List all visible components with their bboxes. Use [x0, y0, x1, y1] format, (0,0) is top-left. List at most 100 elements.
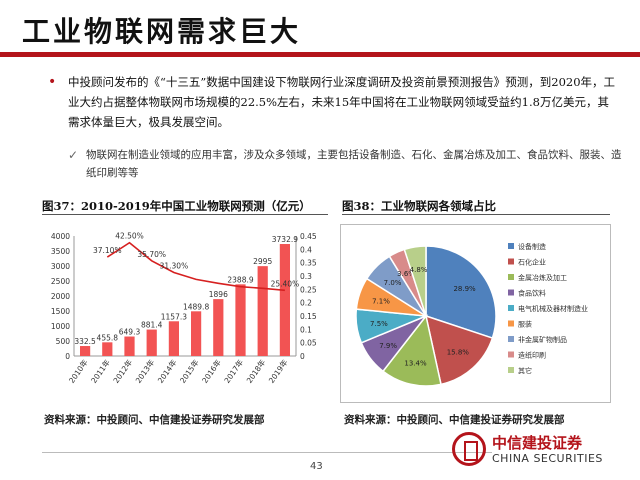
bar-value-label: 1157.3 — [161, 312, 187, 321]
legend-label: 设备制造 — [518, 242, 546, 251]
bar-value-label: 881.4 — [141, 321, 163, 330]
x-tick-label: 2011年 — [88, 357, 112, 385]
legend-label: 石化企业 — [518, 258, 546, 267]
legend-label: 食品饮料 — [518, 289, 546, 298]
y2-tick-label: 0.25 — [300, 285, 317, 294]
y-tick-label: 1000 — [51, 322, 70, 331]
legend-swatch — [508, 336, 514, 342]
bar — [102, 342, 113, 356]
bar — [124, 336, 135, 356]
bar — [213, 299, 224, 356]
bar — [146, 329, 157, 356]
x-tick-label: 2019年 — [266, 357, 290, 385]
footer-divider — [42, 452, 492, 453]
growth-rate-label: 42.50% — [115, 232, 144, 241]
legend-swatch — [508, 305, 514, 311]
y-tick-label: 1500 — [51, 307, 70, 316]
sub-paragraph: 物联网在制造业领域的应用丰富，涉及众多领域，主要包括设备制造、石化、金属冶炼及加… — [86, 149, 622, 179]
pie-slice-label: 4.8% — [410, 266, 428, 274]
legend-swatch — [508, 320, 514, 327]
bar — [190, 311, 202, 356]
legend-swatch — [508, 258, 514, 265]
chart2-title-underline — [342, 214, 610, 215]
bar — [257, 266, 268, 356]
growth-rate-label: 37.10% — [93, 246, 122, 255]
page-number: 43 — [310, 461, 323, 472]
bar-value-label: 332.5 — [74, 337, 96, 346]
pie-slice-label: 28.9% — [453, 285, 476, 293]
bar — [279, 244, 291, 356]
pie-slice-label: 7.5% — [370, 320, 388, 328]
growth-rate-label: 31.30% — [160, 262, 189, 271]
pie-slice-label: 13.4% — [404, 359, 427, 367]
bar — [79, 346, 91, 356]
chart1-title-underline — [42, 214, 328, 215]
legend-swatch — [508, 367, 514, 373]
y-tick-label: 500 — [56, 337, 71, 346]
legend-swatch — [508, 243, 514, 249]
sector-share-pie-chart: 28.9% 15.8% 13.4% 7.9% 7.5% 7.1% 7.0%3.6%4.8% 设… — [340, 224, 611, 403]
y2-tick-label: 0.05 — [300, 339, 317, 348]
legend-swatch — [508, 351, 514, 358]
bar-value-label: 455.8 — [97, 333, 119, 342]
pie-slice-label: 7.9% — [379, 342, 397, 350]
growth-rate-line — [106, 241, 285, 292]
y2-tick-label: 0.45 — [300, 232, 317, 241]
pie-slice-label: 7.1% — [372, 298, 390, 306]
y2-tick-label: 0.4 — [300, 245, 312, 254]
pie-slice — [425, 245, 497, 340]
chart2-source: 资料来源：中投顾问、中信建投证券研究发展部 — [344, 414, 565, 426]
pie-slice-label: 3.6% — [397, 270, 415, 278]
growth-rate-label: 25.40% — [271, 279, 300, 288]
pie-slice-label: 7.0% — [384, 279, 402, 287]
legend-label: 非金属矿物制品 — [518, 335, 567, 344]
x-tick-label: 2017年 — [222, 357, 246, 385]
y2-tick-label: 0.1 — [300, 325, 312, 334]
x-tick-label: 2012年 — [111, 357, 135, 385]
title-divider — [0, 52, 640, 57]
y-tick-label: 2000 — [51, 292, 70, 301]
pie-slice — [381, 314, 442, 387]
y-tick-label: 3000 — [51, 262, 70, 271]
y2-tick-label: 0.15 — [300, 312, 317, 321]
bar-value-label: 1489.8 — [183, 302, 209, 311]
x-tick-label: 2015年 — [177, 357, 201, 385]
y-tick-label: 4000 — [51, 232, 70, 241]
y2-tick-label: 0.2 — [300, 299, 312, 308]
pie-slice — [424, 314, 494, 386]
page-title: 工业物联网需求巨大 — [22, 15, 302, 48]
chart2-title: 图38：工业物联网各领域占比 — [342, 199, 497, 213]
x-tick-label: 2016年 — [199, 357, 223, 385]
bar-value-label: 2388.9 — [227, 275, 253, 284]
logo-english-name: CHINA SECURITIES — [492, 452, 603, 465]
y2-tick-label: 0 — [300, 352, 305, 361]
bar-value-label: 1896 — [209, 290, 228, 299]
y2-tick-label: 0.35 — [300, 259, 317, 268]
bar-value-label: 3732.9 — [272, 235, 298, 244]
bar-value-label: 649.3 — [119, 328, 141, 337]
checkmark-icon: ✓ — [68, 148, 79, 162]
bar — [168, 321, 180, 356]
china-securities-logo-icon — [452, 432, 486, 466]
forecast-bar-line-chart: 0 500 1000 1500 2000 2500 3000 3500 4000 0 0.05 0.1… — [51, 232, 317, 385]
bullet-icon: • — [48, 74, 57, 90]
x-tick-label: 2018年 — [244, 357, 268, 385]
pie-slice-label: 15.8% — [447, 348, 470, 356]
legend-swatch — [508, 274, 514, 280]
bar — [235, 284, 246, 356]
logo-chinese-name: 中信建投证券 — [492, 434, 583, 452]
chart1-source: 资料来源：中投顾问、中信建投证券研究发展部 — [44, 414, 265, 426]
main-paragraph: 中投顾问发布的《“十三五”数据中国建设下物联网行业深度调研及投资前景预测报告》预… — [68, 75, 616, 129]
legend-swatch — [508, 289, 514, 296]
x-tick-label: 2013年 — [133, 357, 157, 385]
legend-label: 造纸印刷 — [518, 351, 546, 360]
legend-label: 其它 — [518, 366, 532, 375]
y-tick-label: 3500 — [51, 247, 70, 256]
legend-label: 电气机械及器材制造业 — [518, 304, 588, 313]
y2-tick-label: 0.3 — [300, 272, 312, 281]
x-tick-label: 2014年 — [155, 357, 179, 385]
y-tick-label: 0 — [65, 352, 70, 361]
legend-label: 服装 — [518, 320, 532, 329]
bar-value-label: 2995 — [253, 257, 272, 266]
chart1-title: 图37：2010-2019年中国工业物联网预测（亿元） — [42, 199, 311, 213]
